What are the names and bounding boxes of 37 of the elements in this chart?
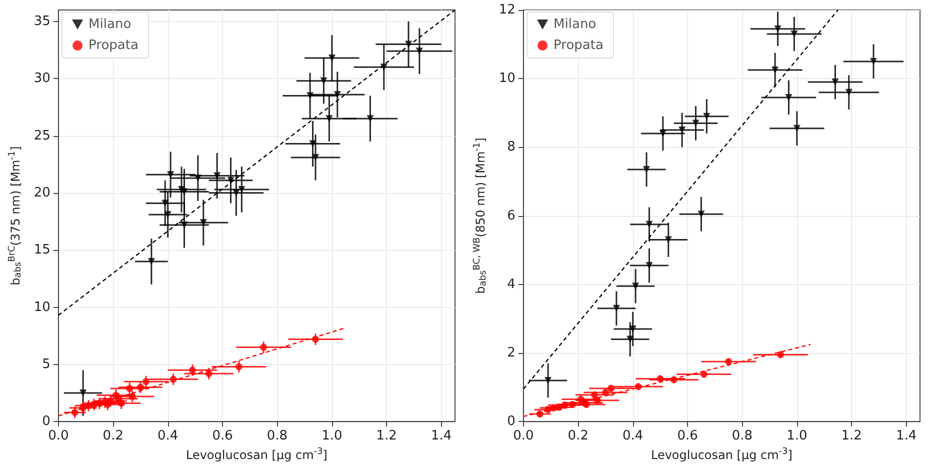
y-tick-label: 15: [34, 242, 50, 258]
x-tick-label: 0.6: [677, 428, 698, 444]
x-tick-label: 0.0: [513, 428, 534, 444]
y-tick-label: 12: [498, 2, 516, 18]
x-tick-label: 1.4: [430, 428, 452, 444]
x-tick-label: 0.2: [102, 428, 124, 444]
x-tick-label: 1.0: [322, 428, 342, 444]
x-tick-label: 0.4: [157, 428, 178, 444]
x-tick-label: 0.4: [622, 428, 644, 444]
x-tick-label: 1.4: [896, 428, 917, 444]
y-tick-label: 25: [34, 128, 50, 144]
legend-label: Milano: [88, 17, 132, 32]
x-tick-label: 0.6: [212, 428, 233, 444]
y-tick-label: 6: [507, 208, 516, 224]
x-tick-label: 1.2: [376, 428, 397, 444]
x-tick-label: 0.2: [568, 428, 588, 444]
y-tick-label: 8: [507, 140, 516, 155]
y-tick-label: 20: [34, 185, 50, 200]
y-tick-label: 0: [507, 414, 516, 430]
y-tick-label: 2: [507, 346, 516, 360]
legend-label: Propata: [554, 38, 604, 53]
x-tick-label: 1.0: [786, 428, 808, 444]
y-axis-title: babsBrC(375 nm) [Mm-1]: [8, 146, 24, 286]
x-tick-label: 0.0: [48, 428, 69, 444]
legend-label: Milano: [554, 17, 596, 32]
y-tick-label: 5: [42, 356, 50, 372]
x-tick-label: 0.8: [732, 428, 753, 444]
x-tick-label: 1.2: [841, 428, 862, 444]
y-tick-label: 35: [34, 14, 50, 29]
y-axis-title: babsBC, WB(850 nm) [Mm-1]: [472, 138, 488, 294]
y-tick-label: 10: [34, 300, 50, 315]
y-tick-label: 0: [42, 414, 50, 430]
legend-label: Propata: [88, 38, 138, 53]
y-tick-label: 4: [507, 276, 516, 292]
x-tick-label: 0.8: [266, 428, 288, 444]
y-tick-label: 30: [34, 71, 50, 86]
y-tick-label: 10: [498, 71, 516, 86]
